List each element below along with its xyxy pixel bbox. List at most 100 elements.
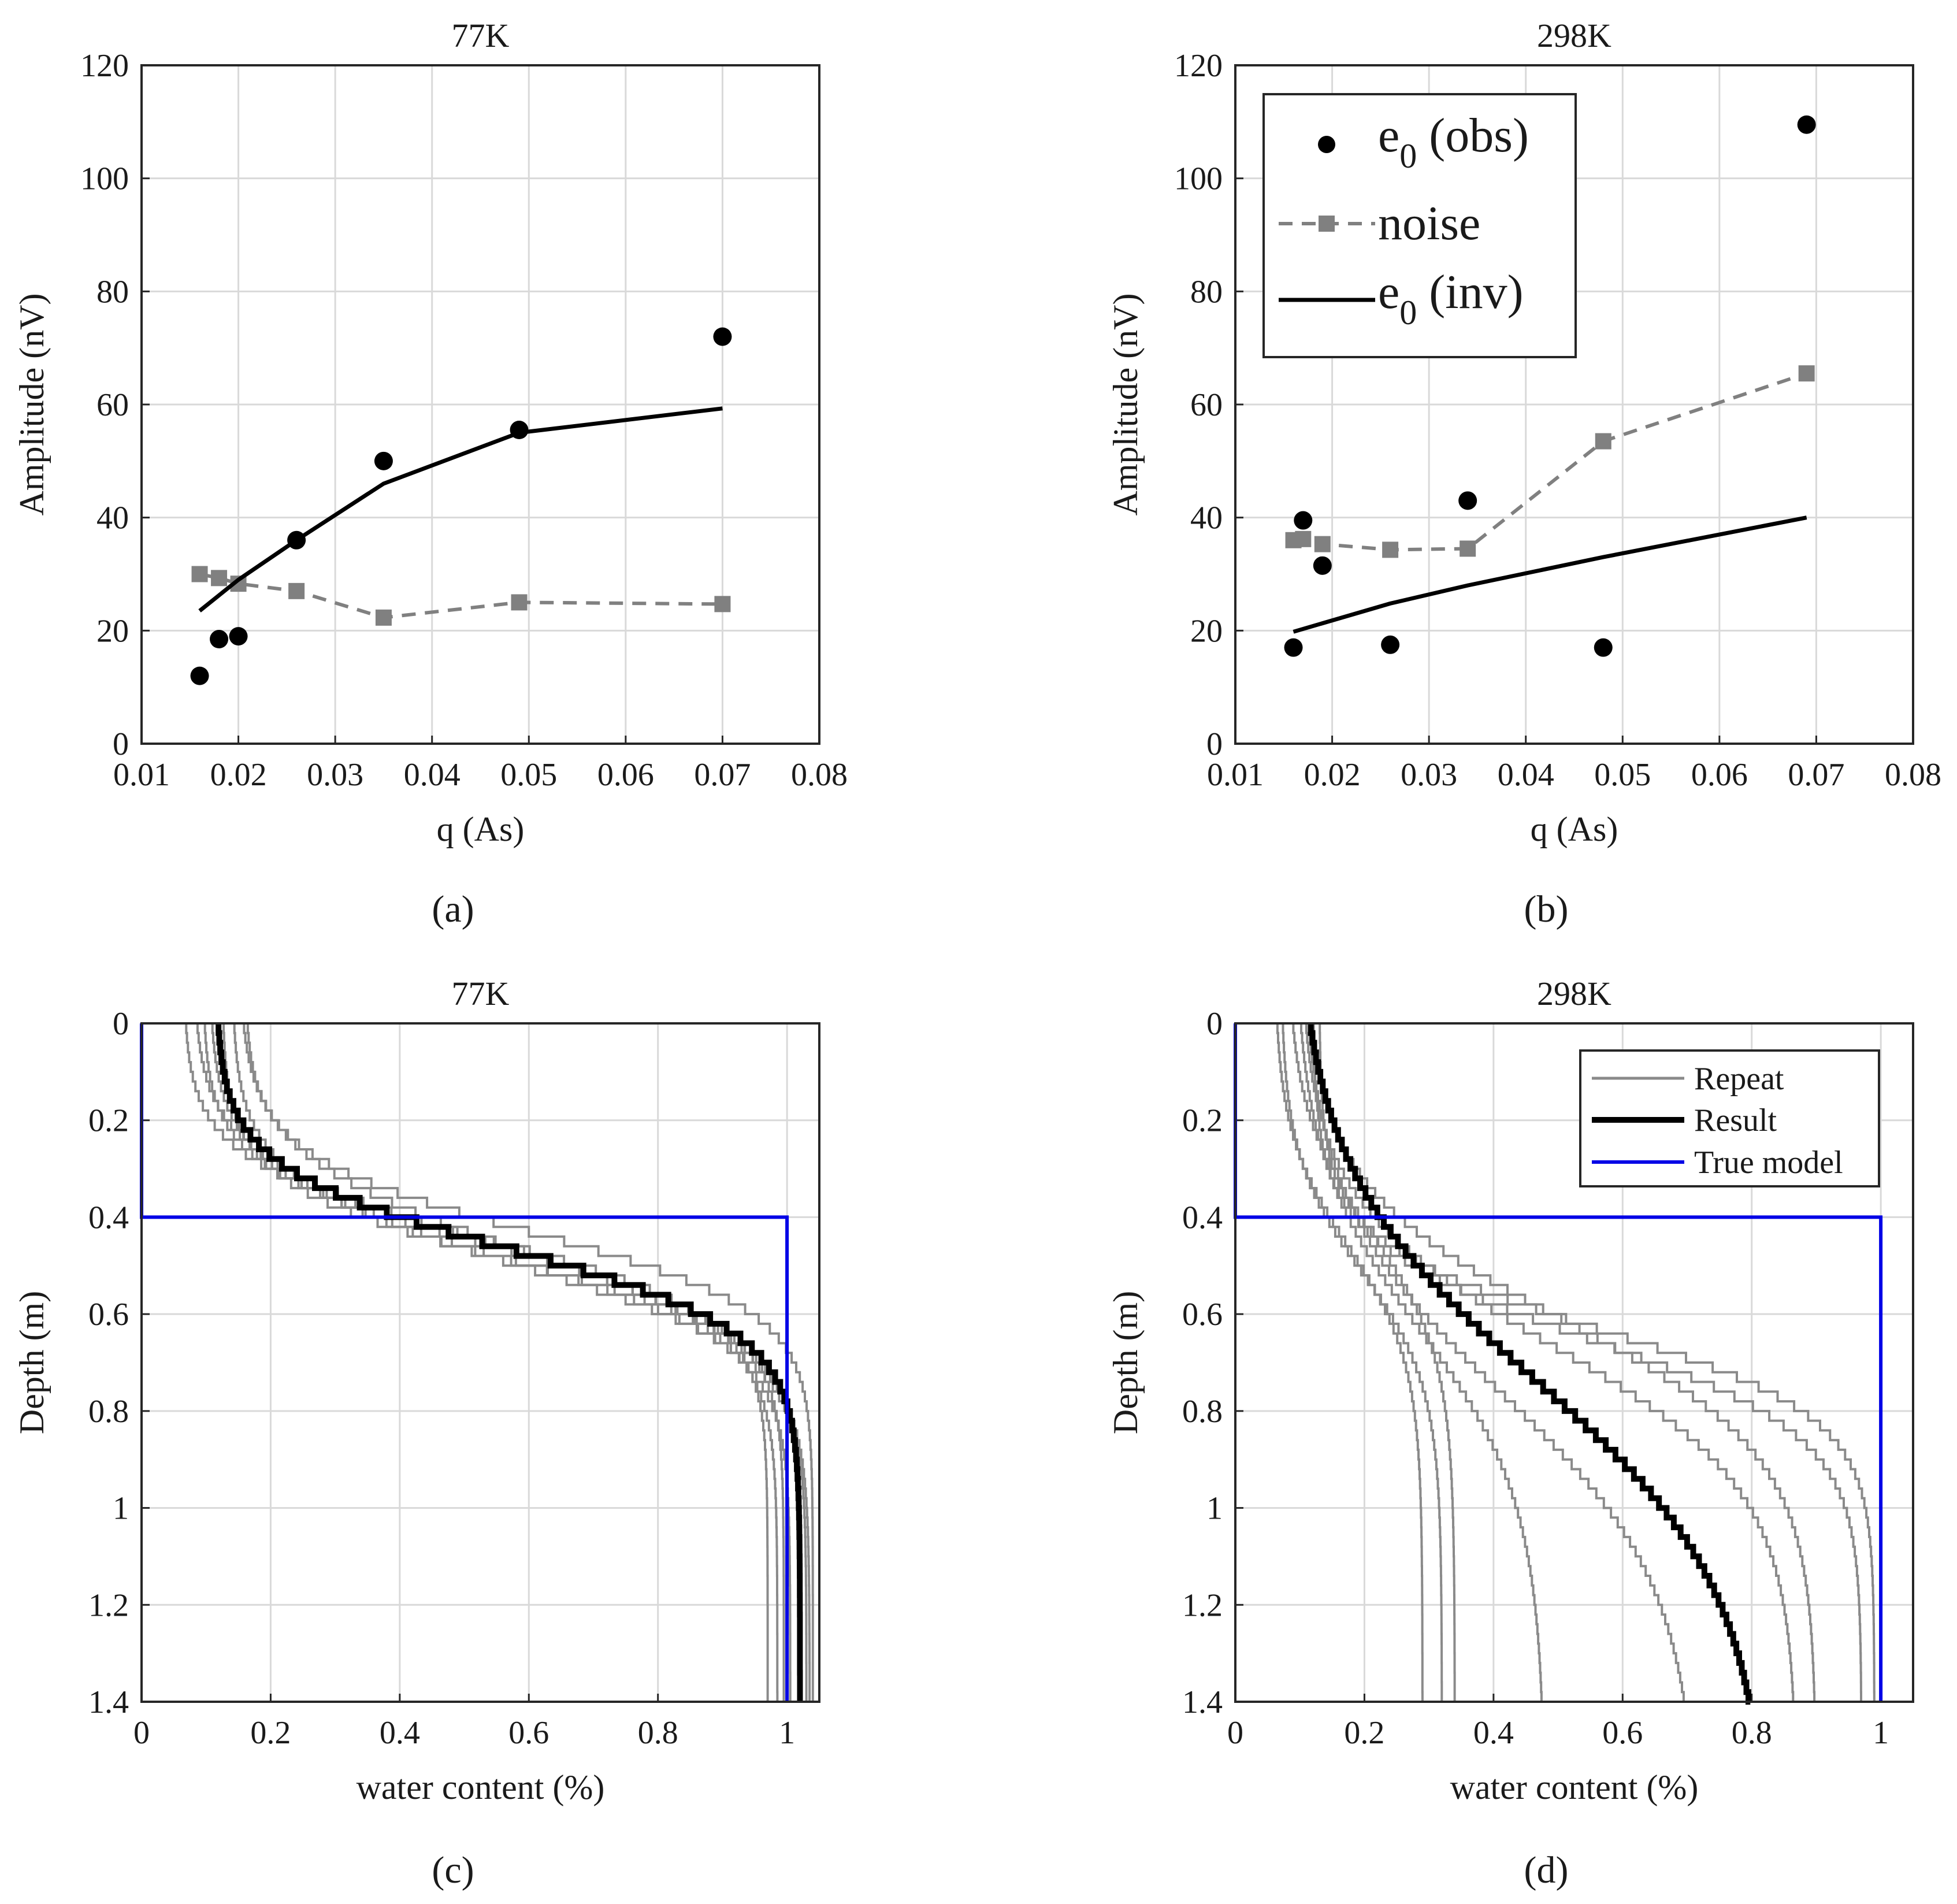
chart-title: 298K bbox=[1537, 975, 1611, 1012]
noise-marker bbox=[288, 582, 305, 599]
noise-marker bbox=[511, 594, 528, 611]
y-tick-label: 60 bbox=[96, 387, 129, 423]
y-tick-label: 0 bbox=[113, 1006, 129, 1042]
obs-point bbox=[1284, 638, 1303, 657]
y-tick-label: 0.6 bbox=[1182, 1297, 1223, 1333]
y-tick-label: 0 bbox=[113, 726, 129, 762]
x-tick-label: 0 bbox=[1227, 1715, 1243, 1751]
y-tick-label: 1.2 bbox=[1182, 1587, 1223, 1623]
noise-marker bbox=[1798, 365, 1815, 382]
chart-panel-d: 0 0.2 0.4 0.6 0.8 1 0 0.2 0.4 0.6 0.8 1 1.2 1.4 298K wa… bbox=[1106, 975, 1914, 1806]
x-tick-label: 0.8 bbox=[1732, 1715, 1772, 1751]
y-axis-label: Amplitude (nV) bbox=[13, 294, 51, 516]
chart-title: 77K bbox=[452, 17, 510, 54]
obs-point bbox=[1594, 638, 1613, 657]
legend-repeat-label: Repeat bbox=[1694, 1061, 1784, 1097]
legend-obs-marker bbox=[1318, 136, 1335, 153]
y-tick-label: 120 bbox=[80, 48, 129, 84]
y-tick-label: 0.8 bbox=[1182, 1394, 1223, 1430]
panel-label-b: (b) bbox=[1524, 888, 1569, 930]
result-profile bbox=[216, 1023, 803, 1702]
noise-marker bbox=[191, 566, 208, 582]
x-tick-label: 1 bbox=[779, 1715, 795, 1751]
panel-label-c: (c) bbox=[432, 1849, 474, 1891]
panel-label-d: (d) bbox=[1524, 1849, 1569, 1891]
noise-marker bbox=[1295, 530, 1312, 547]
repeat-profile bbox=[246, 1023, 814, 1702]
obs-point bbox=[1458, 491, 1477, 510]
x-axis-label: water content (%) bbox=[357, 1768, 605, 1806]
x-tick-label: 0.01 bbox=[1207, 757, 1264, 793]
y-tick-label: 1.2 bbox=[88, 1587, 129, 1623]
repeat-profile bbox=[1276, 1023, 1424, 1702]
x-tick-label: 0.05 bbox=[1594, 757, 1651, 793]
y-tick-label: 60 bbox=[1190, 387, 1223, 423]
y-tick-label: 100 bbox=[80, 161, 129, 197]
plot-border bbox=[140, 64, 820, 745]
x-tick-label: 0.03 bbox=[307, 757, 363, 793]
y-tick-label: 0.8 bbox=[88, 1394, 129, 1430]
obs-point bbox=[229, 627, 248, 646]
x-tick-label: 0.07 bbox=[694, 757, 751, 793]
noise-marker bbox=[211, 570, 228, 587]
x-tick-label: 0.2 bbox=[250, 1715, 291, 1751]
legend-true-model-label: True model bbox=[1694, 1145, 1843, 1181]
repeat-profile bbox=[1312, 1023, 1862, 1703]
x-tick-label: 0.07 bbox=[1788, 757, 1844, 793]
repeat-profile bbox=[1319, 1023, 1876, 1702]
x-tick-label: 0.03 bbox=[1401, 757, 1457, 793]
x-tick-label: 0.04 bbox=[1498, 757, 1554, 793]
y-tick-label: 20 bbox=[96, 613, 129, 649]
x-tick-label: 0.01 bbox=[113, 757, 170, 793]
plot-border bbox=[140, 1022, 820, 1703]
plot-area bbox=[142, 1023, 819, 1702]
x-tick-label: 0.04 bbox=[404, 757, 461, 793]
y-tick-label: 0.4 bbox=[88, 1200, 129, 1235]
legend-bottom: Repeat Result True model bbox=[1579, 1049, 1880, 1187]
x-axis-label: q (As) bbox=[1531, 810, 1618, 848]
x-tick-label: 0.2 bbox=[1344, 1715, 1384, 1751]
x-tick-label: 1 bbox=[1873, 1715, 1889, 1751]
x-tick-label: 0.08 bbox=[1885, 757, 1941, 793]
y-tick-label: 80 bbox=[1190, 274, 1223, 310]
x-tick-label: 0.05 bbox=[500, 757, 557, 793]
obs-point bbox=[190, 666, 209, 685]
legend-top: e0 (obs) noise e0 (inv) bbox=[1262, 93, 1577, 358]
plot-border bbox=[1234, 64, 1914, 745]
obs-point bbox=[210, 630, 229, 649]
obs-point bbox=[1313, 556, 1332, 575]
y-tick-label: 0.6 bbox=[88, 1297, 129, 1333]
y-axis-label: Depth (m) bbox=[1106, 1291, 1145, 1434]
y-tick-label: 0 bbox=[1206, 1006, 1223, 1042]
noise-marker bbox=[714, 596, 731, 613]
y-axis-label: Amplitude (nV) bbox=[1106, 294, 1145, 516]
y-tick-label: 1 bbox=[113, 1491, 129, 1527]
chart-title: 77K bbox=[452, 975, 510, 1012]
legend-noise-marker bbox=[1319, 216, 1335, 232]
x-tick-label: 0.06 bbox=[1691, 757, 1748, 793]
legend-result-label: Result bbox=[1694, 1103, 1777, 1138]
legend-top-box bbox=[1262, 93, 1577, 358]
y-tick-label: 1.4 bbox=[88, 1684, 129, 1720]
noise-marker bbox=[1460, 540, 1476, 557]
y-tick-label: 0 bbox=[1206, 726, 1223, 762]
y-tick-label: 0.4 bbox=[1182, 1200, 1223, 1235]
obs-point bbox=[713, 327, 732, 346]
y-tick-label: 120 bbox=[1174, 48, 1223, 84]
noise-marker bbox=[1382, 541, 1399, 558]
obs-point bbox=[510, 421, 529, 440]
y-axis-label: Depth (m) bbox=[13, 1291, 51, 1434]
y-tick-label: 100 bbox=[1174, 161, 1223, 197]
repeat-profile bbox=[1282, 1023, 1443, 1702]
y-tick-label: 40 bbox=[1190, 500, 1223, 536]
y-tick-label: 1 bbox=[1206, 1491, 1223, 1527]
x-axis-label: water content (%) bbox=[1450, 1768, 1699, 1806]
x-tick-label: 0.02 bbox=[210, 757, 267, 793]
x-tick-label: 0.6 bbox=[508, 1715, 549, 1751]
series-inv-line bbox=[1293, 515, 1807, 634]
chart-panel-a: 0.01 0.02 0.03 0.04 0.05 0.06 0.07 0.08 0 20 40 60 8… bbox=[13, 17, 848, 848]
chart-title: 298K bbox=[1537, 17, 1611, 54]
x-tick-label: 0.4 bbox=[380, 1715, 420, 1751]
x-tick-label: 0.06 bbox=[597, 757, 654, 793]
